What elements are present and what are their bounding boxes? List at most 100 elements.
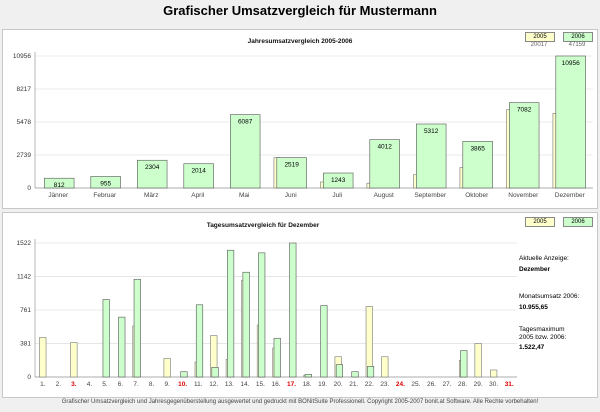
x-tick-label: 24. <box>396 381 405 388</box>
bar-2006 <box>351 371 359 378</box>
y-tick-label: 8217 <box>17 86 32 93</box>
legend-bottom-2005-swatch: 2005 <box>525 217 555 227</box>
data-label: 2014 <box>191 168 206 175</box>
bar-2005 <box>490 369 498 378</box>
x-tick-label: Dezember <box>555 192 586 199</box>
bar-2006 <box>180 371 188 378</box>
bar-2006 <box>118 316 126 378</box>
legend-2006-total: 47159 <box>568 42 586 48</box>
x-tick-label: 28. <box>458 381 467 388</box>
x-tick-label: 5. <box>102 381 108 388</box>
bar-2005 <box>381 356 389 378</box>
x-tick-label: 30. <box>489 381 498 388</box>
data-label: 2304 <box>145 164 160 171</box>
bar-2006 <box>462 141 493 189</box>
x-tick-label: 26. <box>427 381 436 388</box>
x-tick-label: 13. <box>225 381 234 388</box>
bar-2005 <box>70 342 78 378</box>
daily-chart-panel: Tagesumsatzvergleich für Dezember 2005 2… <box>2 212 598 398</box>
data-label: 812 <box>54 182 65 189</box>
x-tick-label: 6. <box>118 381 124 388</box>
x-tick-label: 9. <box>164 381 170 388</box>
bar-2006 <box>195 304 204 378</box>
x-tick-label: 7. <box>133 381 139 388</box>
bar-2005 <box>163 358 171 378</box>
x-tick-label: 23. <box>380 381 389 388</box>
y-tick-label: 0 <box>27 374 31 381</box>
bar-2006 <box>227 249 235 378</box>
current-view-value: Dezember <box>519 266 551 273</box>
x-tick-label: 25. <box>411 381 420 388</box>
y-tick-label: 10956 <box>13 53 31 60</box>
footer-copyright: Grafischer Umsatzvergleich und Jahresgeg… <box>61 399 539 405</box>
x-tick-label: 27. <box>443 381 452 388</box>
x-tick-label: September <box>414 192 447 199</box>
x-tick-label: April <box>191 192 205 199</box>
legend-2005-total: 20017 <box>530 42 548 48</box>
bar-2006 <box>415 123 447 189</box>
bar-2006 <box>366 366 375 378</box>
x-tick-label: 16. <box>271 381 280 388</box>
bar-2006 <box>335 364 344 378</box>
x-tick-label: 10. <box>178 381 187 388</box>
current-view-label: Aktuelle Anzeige: <box>519 255 569 262</box>
yearly-chart-panel: Jahresumsatzvergleich 2005-2006 2005 200… <box>2 29 598 209</box>
daily-max-value: 1.522,47 <box>519 344 545 351</box>
bar-2005 <box>39 337 47 378</box>
legend-bottom-2006-swatch: 2006 <box>563 217 593 227</box>
y-tick-label: 2739 <box>17 152 32 159</box>
legend-2006-swatch: 2006 <box>563 32 593 42</box>
legend-bottom-2005-label: 2005 <box>533 219 547 225</box>
bar-2006 <box>276 157 307 189</box>
x-tick-label: 11. <box>194 381 203 388</box>
x-tick-label: 17. <box>287 381 296 388</box>
data-label: 6087 <box>238 119 253 126</box>
bar-2006 <box>460 350 468 378</box>
page-title: Grafischer Umsatzvergleich für Musterman… <box>163 3 437 18</box>
x-tick-label: 12. <box>209 381 218 388</box>
x-tick-label: Mai <box>239 192 249 199</box>
x-tick-label: November <box>508 192 539 199</box>
x-tick-label: Juni <box>285 192 297 199</box>
x-tick-label: 14. <box>240 381 249 388</box>
bar-2006 <box>258 252 266 378</box>
data-label: 3865 <box>470 145 485 152</box>
bar-2006 <box>555 55 586 189</box>
daily-max-info: Tagesmaximum 2005 bzw. 2006: 1.522,47 <box>519 326 566 352</box>
bar-2006 <box>137 159 168 189</box>
data-label: 10956 <box>562 60 580 67</box>
x-tick-label: 1. <box>40 381 46 388</box>
y-tick-label: 0 <box>27 185 31 192</box>
bar-2006 <box>369 139 400 189</box>
x-tick-label: 21. <box>349 381 358 388</box>
data-label: 7082 <box>517 107 532 114</box>
bar-2006 <box>322 172 354 189</box>
bar-2006 <box>508 102 540 189</box>
bar-2006 <box>211 367 219 378</box>
yearly-bar-chart: 0 2739 5478 8217 10956 812 Jänner 955 Februar 230… <box>13 52 593 199</box>
bar-2006 <box>320 305 328 378</box>
month-total-info: Monatsumsatz 2006: 10.955,65 <box>519 293 579 312</box>
bar-2006 <box>102 299 110 378</box>
x-tick-label: Juli <box>332 192 342 199</box>
x-tick-label: August <box>374 192 394 199</box>
x-tick-label: Oktober <box>465 192 489 199</box>
data-label: 4012 <box>377 144 392 151</box>
bar-2006 <box>304 374 312 378</box>
x-tick-label: 2. <box>56 381 62 388</box>
y-tick-label: 5478 <box>17 119 32 126</box>
data-label: 1243 <box>331 177 346 184</box>
x-tick-label: 29. <box>474 381 483 388</box>
daily-max-label-2: 2005 bzw. 2006: <box>519 334 567 341</box>
data-label: 2519 <box>284 162 299 169</box>
x-tick-label: Jänner <box>48 192 69 199</box>
x-tick-label: März <box>144 192 158 199</box>
x-tick-label: 31. <box>505 381 514 388</box>
y-tick-label: 1142 <box>17 273 31 280</box>
daily-max-label-1: Tagesmaximum <box>519 326 565 333</box>
y-tick-label: 1522 <box>17 240 32 247</box>
bar-2006 <box>90 176 121 189</box>
legend-2005-swatch: 2005 <box>525 32 555 42</box>
bar-2006 <box>183 163 214 189</box>
bar-2006 <box>273 337 281 378</box>
